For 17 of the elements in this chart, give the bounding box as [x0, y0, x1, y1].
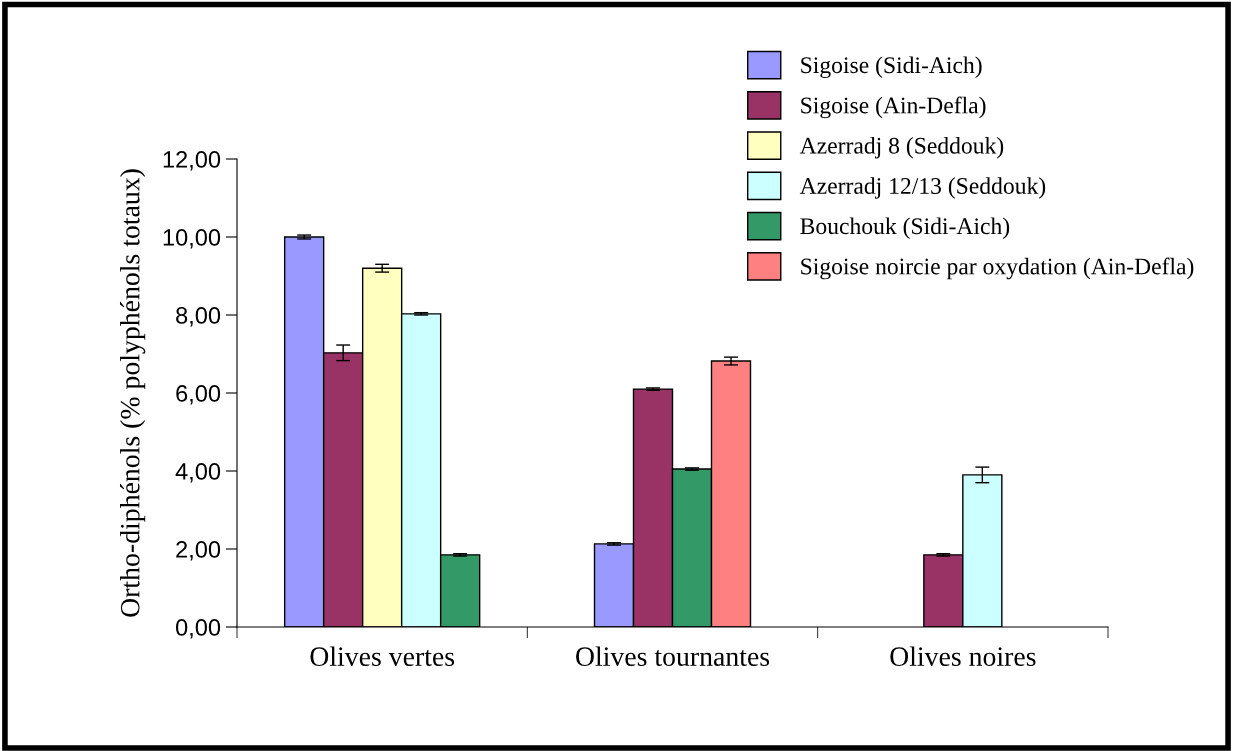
y-axis-title: Ortho-diphénols (% polyphénols totaux) — [119, 169, 146, 617]
legend-label: Sigoise (Ain-Defla) — [801, 96, 986, 119]
legend-label: Sigoise noircie par oxydation (Ain-Defla) — [801, 257, 1194, 280]
y-tick-label: 2,00 — [176, 541, 221, 561]
legend-label: Azerradj 8 (Seddouk) — [799, 137, 1004, 159]
x-tick-label: Olives vertes — [310, 646, 455, 666]
x-tick-label: Olives noires — [890, 646, 1036, 666]
y-tick-label: 12,00 — [163, 151, 221, 171]
y-tick-label: 8,00 — [176, 307, 221, 327]
legend-label: Sigoise (Sidi-Aich) — [801, 56, 982, 79]
legend-label: Azerradj 12/13 (Seddouk) — [799, 177, 1046, 199]
y-tick-label: 0,00 — [176, 619, 221, 639]
legend-label: Bouchouk (Sidi-Aich) — [800, 217, 1010, 239]
y-tick-label: 10,00 — [163, 229, 221, 249]
x-tick-label: Olives tournantes — [576, 646, 770, 666]
y-tick-label: 4,00 — [175, 463, 221, 483]
y-tick-label: 6,00 — [176, 385, 221, 405]
